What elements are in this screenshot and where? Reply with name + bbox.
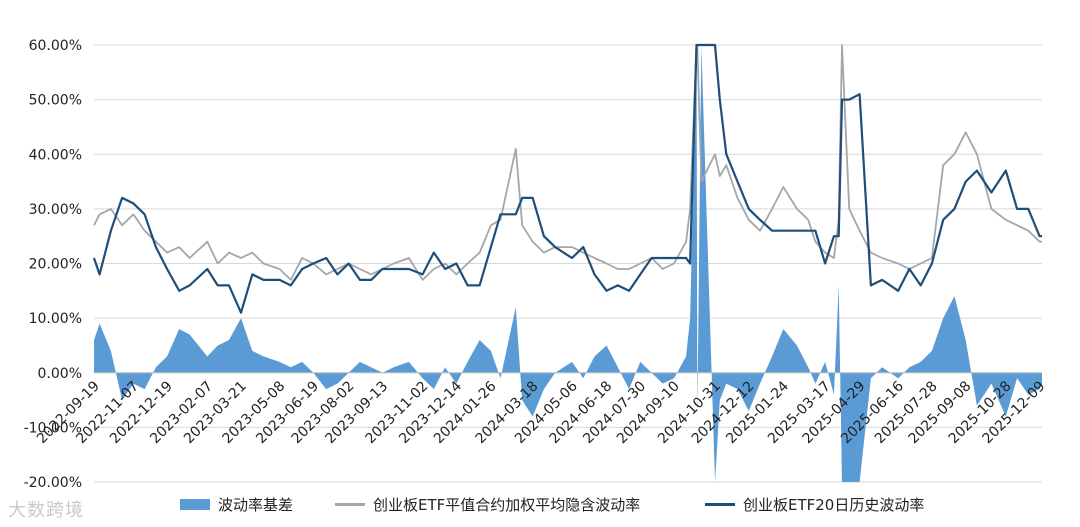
y-tick-label: -10.00% xyxy=(24,420,82,436)
line-layer xyxy=(92,43,1043,314)
y-tick-label: 60.00% xyxy=(29,38,82,54)
legend-item-historical-vol: 创业板ETF20日历史波动率 xyxy=(705,494,924,515)
watermark-logo: 大数跨境 xyxy=(8,500,84,521)
line-implied-vol xyxy=(93,44,1042,281)
legend-item-basis: 波动率基差 xyxy=(180,494,293,515)
line-historical-vol xyxy=(92,43,1042,314)
legend-swatch-basis xyxy=(180,499,210,510)
y-tick-label: 50.00% xyxy=(29,93,82,109)
legend-swatch-historical-vol xyxy=(705,503,735,506)
y-axis: -20.00% -10.00% 0.00% 10.00% 20.00% 30.00% 40.… xyxy=(24,38,82,491)
legend-label-historical-vol: 创业板ETF20日历史波动率 xyxy=(743,496,925,514)
y-tick-label: 30.00% xyxy=(29,202,82,218)
y-tick-label: -20.00% xyxy=(24,475,82,491)
legend-label-implied-vol: 创业板ETF平值合约加权平均隐含波动率 xyxy=(373,496,641,514)
legend-swatch-implied-vol xyxy=(335,503,365,506)
legend: 波动率基差 创业板ETF平值合约加权平均隐含波动率 创业板ETF20日历史波动率 xyxy=(0,494,1080,520)
y-tick-label: 20.00% xyxy=(29,257,82,273)
y-tick-label: 10.00% xyxy=(29,311,82,327)
legend-label-basis: 波动率基差 xyxy=(218,496,294,514)
y-tick-label: 40.00% xyxy=(29,147,82,163)
legend-item-implied-vol: 创业板ETF平值合约加权平均隐含波动率 xyxy=(335,494,640,515)
y-tick-label: 0.00% xyxy=(38,366,82,382)
